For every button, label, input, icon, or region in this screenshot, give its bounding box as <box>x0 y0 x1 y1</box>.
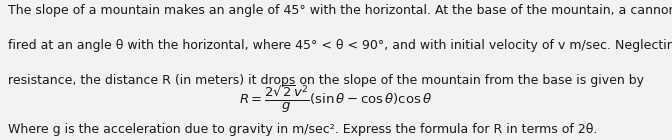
Text: fired at an angle θ with the horizontal, where 45° < θ < 90°, and with initial v: fired at an angle θ with the horizontal,… <box>8 39 672 52</box>
Text: resistance, the distance R (in meters) it drops on the slope of the mountain fro: resistance, the distance R (in meters) i… <box>8 74 644 87</box>
Text: $R = \dfrac{2\sqrt{2}v^2}{g}(\sin\theta - \cos\theta)\cos\theta$: $R = \dfrac{2\sqrt{2}v^2}{g}(\sin\theta … <box>239 84 433 115</box>
Text: The slope of a mountain makes an angle of 45° with the horizontal. At the base o: The slope of a mountain makes an angle o… <box>8 4 672 17</box>
Text: Where g is the acceleration due to gravity in m/sec². Express the formula for R : Where g is the acceleration due to gravi… <box>8 123 597 136</box>
